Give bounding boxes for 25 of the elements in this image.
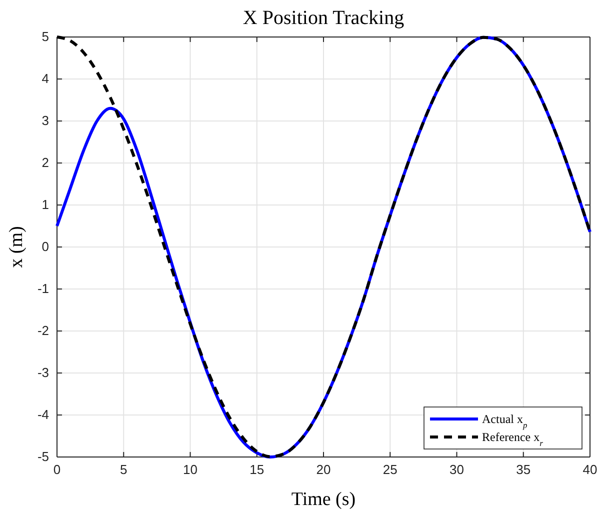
y-tick-label: -4	[37, 407, 49, 422]
x-tick-label: 20	[316, 462, 331, 478]
y-tick-label: -3	[37, 365, 49, 380]
x-tick-label: 10	[183, 462, 198, 478]
x-tick-label: 30	[450, 462, 464, 478]
y-tick-label: -2	[37, 323, 49, 338]
y-tick-label: 4	[42, 71, 49, 86]
x-tick-label: 5	[120, 462, 128, 478]
chart-title: X Position Tracking	[242, 7, 404, 29]
x-tick-label: 35	[516, 462, 531, 478]
y-axis-title: x (m)	[6, 226, 27, 268]
y-tick-label: 5	[42, 29, 49, 44]
x-tick-label: 0	[53, 462, 61, 478]
y-tick-label: 3	[42, 113, 49, 128]
y-tick-label: 1	[42, 197, 49, 212]
x-tick-label: 40	[582, 462, 598, 478]
x-tick-label: 15	[250, 462, 264, 478]
y-tick-label: -1	[37, 281, 49, 296]
y-tick-label: -5	[37, 449, 49, 464]
legend-label: Actual x$_{p}$	[482, 412, 528, 430]
x-tick-label: 25	[382, 462, 398, 478]
y-tick-label: 2	[42, 155, 49, 170]
y-tick-label: 0	[42, 239, 49, 254]
x-axis-title: Time (s)	[291, 489, 356, 510]
legend-label: Reference x$_{r}$	[482, 430, 544, 448]
